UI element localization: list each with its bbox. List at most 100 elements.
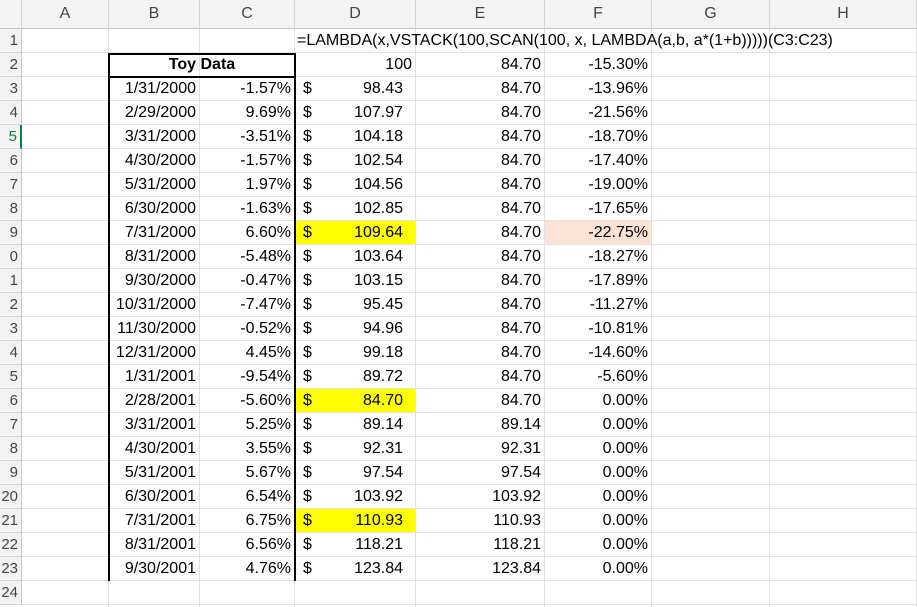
return-cell[interactable]: -1.63% <box>240 200 291 217</box>
row-header[interactable]: 4 <box>0 341 22 365</box>
currency-symbol[interactable]: $ <box>303 296 312 313</box>
return-cell[interactable]: -1.57% <box>240 152 291 169</box>
drawdown-cell[interactable]: 0.00% <box>602 416 648 433</box>
value-cell[interactable]: 103.15 <box>354 272 403 289</box>
column-header-h[interactable]: H <box>770 0 917 29</box>
drawdown-cell[interactable]: -10.81% <box>588 320 648 337</box>
drawdown-cell[interactable]: 0.00% <box>602 560 648 577</box>
value-cell[interactable]: 104.18 <box>354 128 403 145</box>
min-cell[interactable]: 123.84 <box>492 560 541 577</box>
min-cell[interactable]: 89.14 <box>500 416 541 433</box>
drawdown-cell[interactable]: -13.96% <box>588 80 648 97</box>
date-cell[interactable]: 5/31/2001 <box>124 464 196 481</box>
drawdown-cell[interactable]: -18.70% <box>588 128 648 145</box>
min-cell[interactable]: 84.70 <box>500 392 541 409</box>
currency-symbol[interactable]: $ <box>303 80 312 97</box>
row-header[interactable]: 20 <box>0 485 22 509</box>
return-cell[interactable]: 1.97% <box>245 176 291 193</box>
currency-symbol[interactable]: $ <box>303 488 312 505</box>
date-cell[interactable]: 7/31/2000 <box>124 224 196 241</box>
value-cell[interactable]: 95.45 <box>362 296 403 313</box>
return-cell[interactable]: 4.45% <box>245 344 291 361</box>
currency-symbol[interactable]: $ <box>303 368 312 385</box>
value-cell[interactable]: 103.92 <box>354 488 403 505</box>
row-header[interactable]: 4 <box>0 101 22 125</box>
return-cell[interactable]: 5.25% <box>245 416 291 433</box>
date-cell[interactable]: 6/30/2000 <box>124 200 196 217</box>
return-cell[interactable]: -0.47% <box>240 272 291 289</box>
currency-symbol[interactable]: $ <box>303 152 312 169</box>
value-cell[interactable]: 89.14 <box>362 416 403 433</box>
column-header-d[interactable]: D <box>295 0 416 29</box>
return-cell[interactable]: -3.51% <box>240 128 291 145</box>
min-cell[interactable]: 84.70 <box>500 296 541 313</box>
return-cell[interactable]: 9.69% <box>245 104 291 121</box>
column-header-e[interactable]: E <box>416 0 545 29</box>
row-header[interactable]: 5 <box>0 125 22 149</box>
date-cell[interactable]: 8/31/2000 <box>124 248 196 265</box>
column-header-a[interactable]: A <box>22 0 109 29</box>
min-cell[interactable]: 84.70 <box>500 272 541 289</box>
row-header[interactable]: 24 <box>0 581 22 605</box>
currency-symbol[interactable]: $ <box>303 104 312 121</box>
row-header[interactable]: 2 <box>0 293 22 317</box>
column-header-g[interactable]: G <box>652 0 770 29</box>
value-cell[interactable]: 123.84 <box>354 560 403 577</box>
date-cell[interactable]: 4/30/2001 <box>124 440 196 457</box>
drawdown-cell[interactable]: 0.00% <box>602 440 648 457</box>
row-header[interactable]: 2 <box>0 53 22 77</box>
date-cell[interactable]: 3/31/2001 <box>124 416 196 433</box>
drawdown-cell[interactable]: -14.60% <box>588 344 648 361</box>
currency-symbol[interactable]: $ <box>303 272 312 289</box>
value-cell[interactable]: 107.97 <box>354 104 403 121</box>
row-header[interactable]: 3 <box>0 317 22 341</box>
drawdown-cell[interactable]: 0.00% <box>602 464 648 481</box>
row-header[interactable]: 5 <box>0 365 22 389</box>
column-header-c[interactable]: C <box>200 0 295 29</box>
row-header[interactable]: 7 <box>0 413 22 437</box>
currency-symbol[interactable]: $ <box>303 200 312 217</box>
min-cell[interactable]: 84.70 <box>500 152 541 169</box>
date-cell[interactable]: 7/31/2001 <box>124 512 196 529</box>
row-header[interactable]: 6 <box>0 149 22 173</box>
formula-text[interactable]: =LAMBDA(x,VSTACK(100,SCAN(100, x, LAMBDA… <box>297 32 833 49</box>
row-header[interactable]: 3 <box>0 77 22 101</box>
cell-f2[interactable]: -15.30% <box>588 56 648 73</box>
drawdown-cell[interactable]: -17.65% <box>588 200 648 217</box>
min-cell[interactable]: 97.54 <box>500 464 541 481</box>
row-header[interactable]: 8 <box>0 197 22 221</box>
date-cell[interactable]: 5/31/2000 <box>124 176 196 193</box>
return-cell[interactable]: 6.54% <box>245 488 291 505</box>
return-cell[interactable]: -7.47% <box>240 296 291 313</box>
date-cell[interactable]: 6/30/2001 <box>124 488 196 505</box>
value-cell[interactable]: 92.31 <box>362 440 403 457</box>
table-title[interactable]: Toy Data <box>168 56 236 73</box>
currency-symbol[interactable]: $ <box>303 128 312 145</box>
date-cell[interactable]: 4/30/2000 <box>124 152 196 169</box>
value-cell[interactable]: 110.93 <box>355 512 403 529</box>
currency-symbol[interactable]: $ <box>303 392 312 409</box>
return-cell[interactable]: -0.52% <box>240 320 291 337</box>
date-cell[interactable]: 9/30/2001 <box>124 560 196 577</box>
value-cell[interactable]: 99.18 <box>362 344 403 361</box>
drawdown-cell[interactable]: 0.00% <box>602 488 648 505</box>
row-header[interactable]: 1 <box>0 269 22 293</box>
cell-e2[interactable]: 84.70 <box>500 56 541 73</box>
return-cell[interactable]: -1.57% <box>240 80 291 97</box>
select-all-corner[interactable] <box>0 0 22 29</box>
min-cell[interactable]: 84.70 <box>500 200 541 217</box>
row-header[interactable]: 8 <box>0 437 22 461</box>
value-cell[interactable]: 89.72 <box>362 368 403 385</box>
row-header[interactable]: 9 <box>0 461 22 485</box>
currency-symbol[interactable]: $ <box>303 176 312 193</box>
min-cell[interactable]: 84.70 <box>500 248 541 265</box>
min-cell[interactable]: 84.70 <box>500 176 541 193</box>
drawdown-cell[interactable]: -17.40% <box>588 152 648 169</box>
value-cell[interactable]: 84.70 <box>362 392 403 409</box>
min-cell[interactable]: 84.70 <box>500 104 541 121</box>
row-header[interactable]: 22 <box>0 533 22 557</box>
return-cell[interactable]: -5.60% <box>240 392 291 409</box>
drawdown-cell[interactable]: -18.27% <box>588 248 648 265</box>
date-cell[interactable]: 9/30/2000 <box>124 272 196 289</box>
